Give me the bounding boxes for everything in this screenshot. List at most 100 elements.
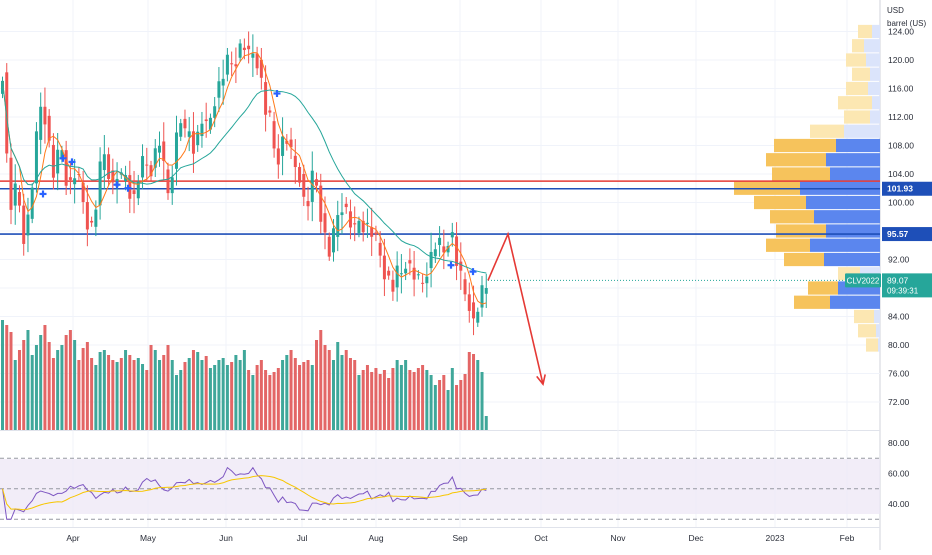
time-tick-label: 2023	[766, 533, 785, 543]
time-tick-label: May	[140, 533, 157, 543]
moving-average-line	[2, 80, 487, 274]
volume-bar	[30, 355, 34, 430]
vp-down-bar	[878, 338, 880, 352]
volume-bar	[327, 350, 331, 430]
volume-bar	[56, 350, 60, 430]
vp-down-bar	[870, 110, 880, 124]
candle-body	[56, 149, 60, 174]
vp-down-bar	[826, 224, 880, 238]
time-tick-label: Jul	[297, 533, 308, 543]
candle-body	[455, 236, 459, 266]
candle-body	[247, 45, 251, 50]
price-tick-label: 120.00	[888, 55, 914, 65]
price-tick-label: 100.00	[888, 198, 914, 208]
price-tick-label: 116.00	[888, 84, 914, 94]
rsi-indicator	[0, 457, 880, 520]
volume-bar	[455, 385, 459, 430]
volume-bar	[429, 375, 433, 430]
candle-body	[141, 156, 145, 178]
level-label-text: 101.93	[887, 184, 913, 194]
price-tick-label: 92.00	[888, 255, 910, 265]
candle-body	[187, 131, 191, 137]
volume-bar	[9, 332, 13, 430]
volume-bar	[34, 345, 38, 430]
volume-bar	[421, 365, 425, 430]
vp-down-bar	[864, 39, 880, 53]
candle-body	[47, 115, 51, 141]
volume-bar	[272, 372, 276, 430]
volume-bar	[200, 360, 204, 430]
volume-bar	[128, 355, 132, 430]
candle-body	[293, 155, 297, 168]
volume-bar	[404, 360, 408, 430]
candle-body	[319, 185, 323, 222]
vp-up-bar	[776, 224, 826, 238]
level-label-box	[882, 227, 932, 242]
volume-bar	[158, 360, 162, 430]
candle-body	[310, 170, 314, 202]
candle-body	[327, 236, 331, 257]
volume-bar	[264, 370, 268, 430]
volume-bar	[90, 358, 94, 430]
volume-bar	[115, 362, 119, 430]
candle-body	[208, 117, 212, 130]
symbol-badge-text: CLV2022	[847, 276, 880, 285]
volume-bar	[387, 378, 391, 430]
vp-up-bar	[808, 281, 838, 295]
volume-bar	[450, 368, 454, 430]
volume-bar	[60, 345, 64, 430]
candle-body	[395, 265, 399, 288]
candle-body	[136, 181, 140, 199]
vp-up-bar	[794, 295, 830, 309]
rsi-line	[2, 466, 487, 520]
last-price-badge[interactable]: CLV2022 89.07 09:39:31	[845, 273, 932, 298]
price-tick-label: 124.00	[888, 27, 914, 37]
volume-bar	[208, 368, 212, 430]
candle-body	[387, 270, 391, 276]
candle-body	[365, 222, 369, 224]
volume-bar	[365, 365, 369, 430]
candle-body	[1, 80, 4, 94]
volume-bar	[217, 360, 221, 430]
vp-down-bar	[830, 295, 880, 309]
vp-up-bar	[852, 39, 864, 53]
candle-body	[85, 202, 89, 230]
signal-markers	[39, 89, 477, 276]
volume-bar	[22, 340, 26, 430]
volume-bar	[47, 342, 51, 430]
forecast-arrow[interactable]	[487, 231, 546, 386]
volume-bar	[225, 365, 229, 430]
volume-bar	[234, 355, 238, 430]
vp-up-bar	[770, 210, 814, 224]
candle-body	[429, 251, 433, 269]
candle-body	[81, 182, 85, 203]
candle-body	[213, 106, 217, 118]
candle-body	[132, 190, 136, 194]
volume-bar	[1, 320, 4, 430]
candle-body	[450, 232, 454, 238]
candle-body	[9, 157, 13, 210]
volume-bar	[251, 375, 255, 430]
candle-body	[26, 214, 30, 236]
candle-body	[191, 131, 195, 154]
volume-bar	[382, 370, 386, 430]
candle-body	[484, 288, 488, 294]
candle-body	[391, 279, 395, 292]
candle-body	[34, 131, 38, 184]
vp-down-bar	[826, 153, 880, 167]
candle-body	[425, 276, 429, 284]
candle-body	[153, 148, 157, 168]
volume-bar	[77, 360, 81, 430]
price-tick-label: 84.00	[888, 312, 910, 322]
volume-bar	[302, 362, 306, 430]
price-pane[interactable]	[0, 0, 880, 430]
candle-body	[259, 59, 263, 78]
candle-body	[306, 201, 310, 207]
time-axis: Apr May Jun Jul Aug Sep Oct Nov Dec 2023 Feb	[66, 533, 854, 543]
time-tick-label: Aug	[368, 533, 383, 543]
candle-body	[98, 161, 102, 206]
rsi-tick-label: 80.00	[888, 438, 910, 448]
candle-body	[272, 121, 276, 149]
candle-body	[472, 302, 476, 319]
